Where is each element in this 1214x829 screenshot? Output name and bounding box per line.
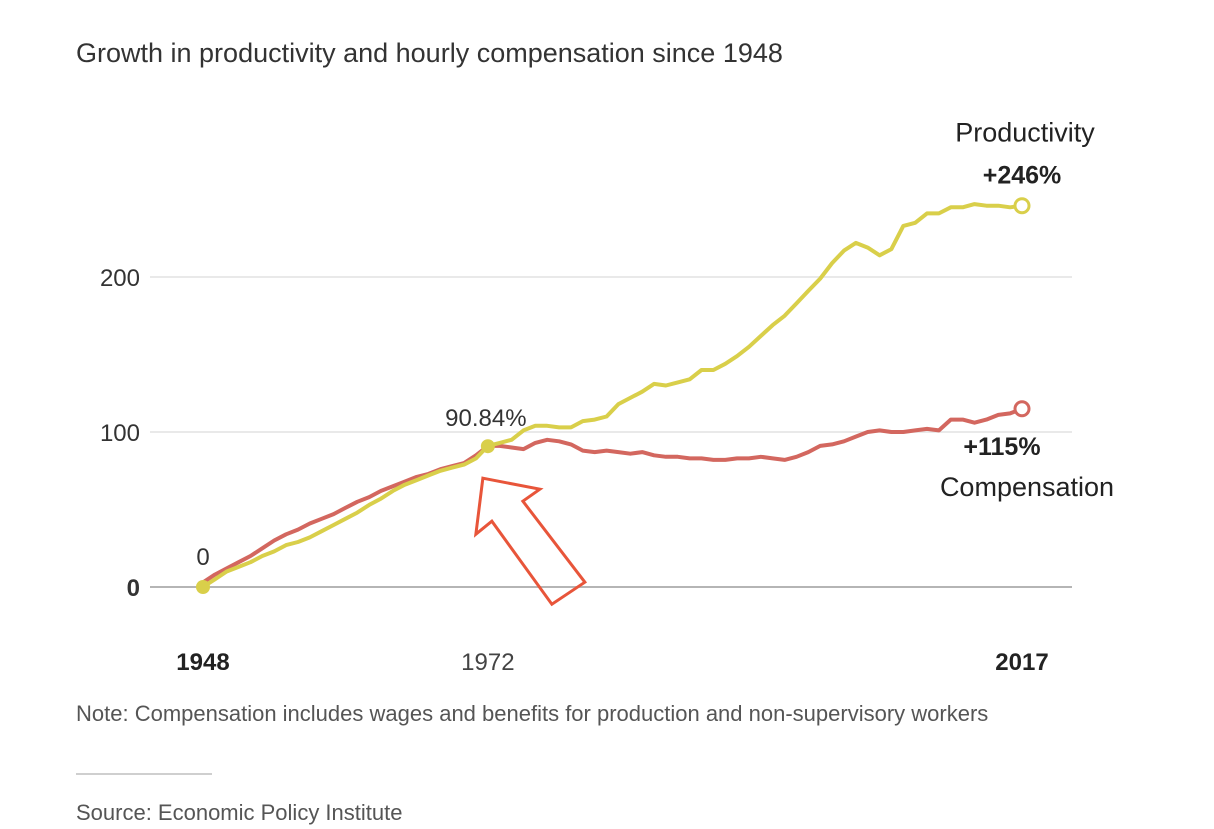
data-labels: 0 90.84% Productivity +246% +115% Compensatio…	[196, 118, 1114, 571]
chart-note: Note: Compensation includes wages and be…	[76, 701, 989, 726]
y-axis-tick-labels: 0 100 200	[100, 265, 140, 602]
annotation-marker	[196, 580, 210, 594]
annotation-marker	[480, 439, 495, 454]
y-tick-label: 100	[100, 420, 140, 447]
series-name-label: Productivity	[955, 118, 1095, 148]
point-markers	[196, 197, 1031, 594]
divider	[76, 773, 212, 775]
y-tick-label: 0	[127, 575, 140, 602]
series-value-label: +115%	[963, 433, 1040, 461]
annotation-label: 0	[196, 544, 209, 571]
x-axis-tick-labels: 1948 1972 2017	[176, 649, 1048, 676]
annotation-label: 90.84%	[445, 405, 526, 432]
y-tick-label: 200	[100, 265, 140, 292]
x-tick-label: 1948	[176, 649, 229, 676]
red-outline-arrow	[473, 476, 588, 607]
chart-title: Growth in productivity and hourly compen…	[76, 38, 783, 68]
callout-arrow	[473, 476, 588, 607]
x-tick-label: 1972	[461, 649, 514, 676]
series-name-label: Compensation	[940, 472, 1114, 502]
end-marker-compensation	[1013, 400, 1031, 418]
series-value-label: +246%	[983, 162, 1062, 190]
gridlines	[150, 276, 1072, 588]
series-lines	[201, 202, 1024, 589]
series-line-productivity	[201, 202, 1024, 589]
line-chart: 0 100 200 1948 1972 2017 0 90.84% Productivity…	[100, 118, 1114, 676]
x-tick-label: 2017	[995, 649, 1048, 676]
end-marker-productivity	[1013, 197, 1031, 215]
series-line-compensation	[201, 406, 1024, 585]
chart-source: Source: Economic Policy Institute	[76, 800, 403, 825]
